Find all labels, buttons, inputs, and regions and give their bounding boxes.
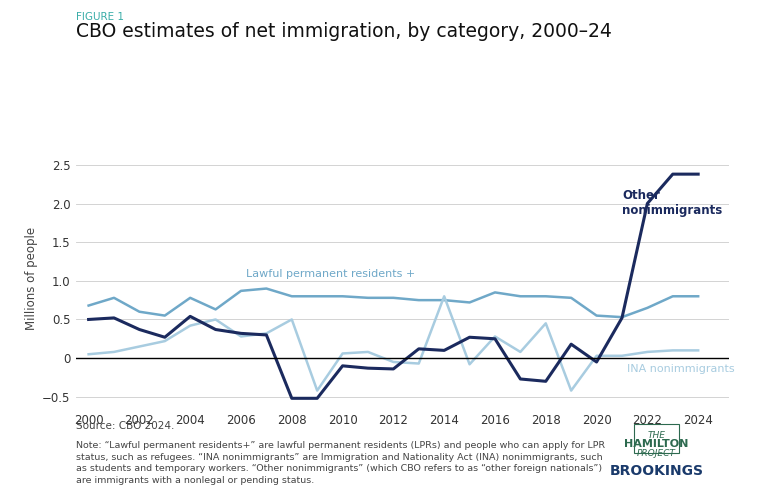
Text: Note: “Lawful permanent residents+” are lawful permanent residents (LPRs) and pe: Note: “Lawful permanent residents+” are … bbox=[76, 441, 605, 485]
Text: FIGURE 1: FIGURE 1 bbox=[76, 12, 124, 22]
Text: HAMILTON: HAMILTON bbox=[625, 439, 688, 449]
Text: Other
nonimmigrants: Other nonimmigrants bbox=[622, 189, 723, 218]
Text: CBO estimates of net immigration, by category, 2000–24: CBO estimates of net immigration, by cat… bbox=[76, 22, 612, 41]
Y-axis label: Millions of people: Millions of people bbox=[25, 227, 38, 331]
Text: Lawful permanent residents +: Lawful permanent residents + bbox=[246, 269, 415, 279]
Text: INA nonimmigrants: INA nonimmigrants bbox=[627, 364, 735, 374]
Text: PROJECT: PROJECT bbox=[637, 449, 676, 458]
Text: Source: CBO 2024.: Source: CBO 2024. bbox=[76, 421, 175, 431]
Text: THE: THE bbox=[647, 431, 666, 440]
Text: BROOKINGS: BROOKINGS bbox=[609, 464, 704, 478]
